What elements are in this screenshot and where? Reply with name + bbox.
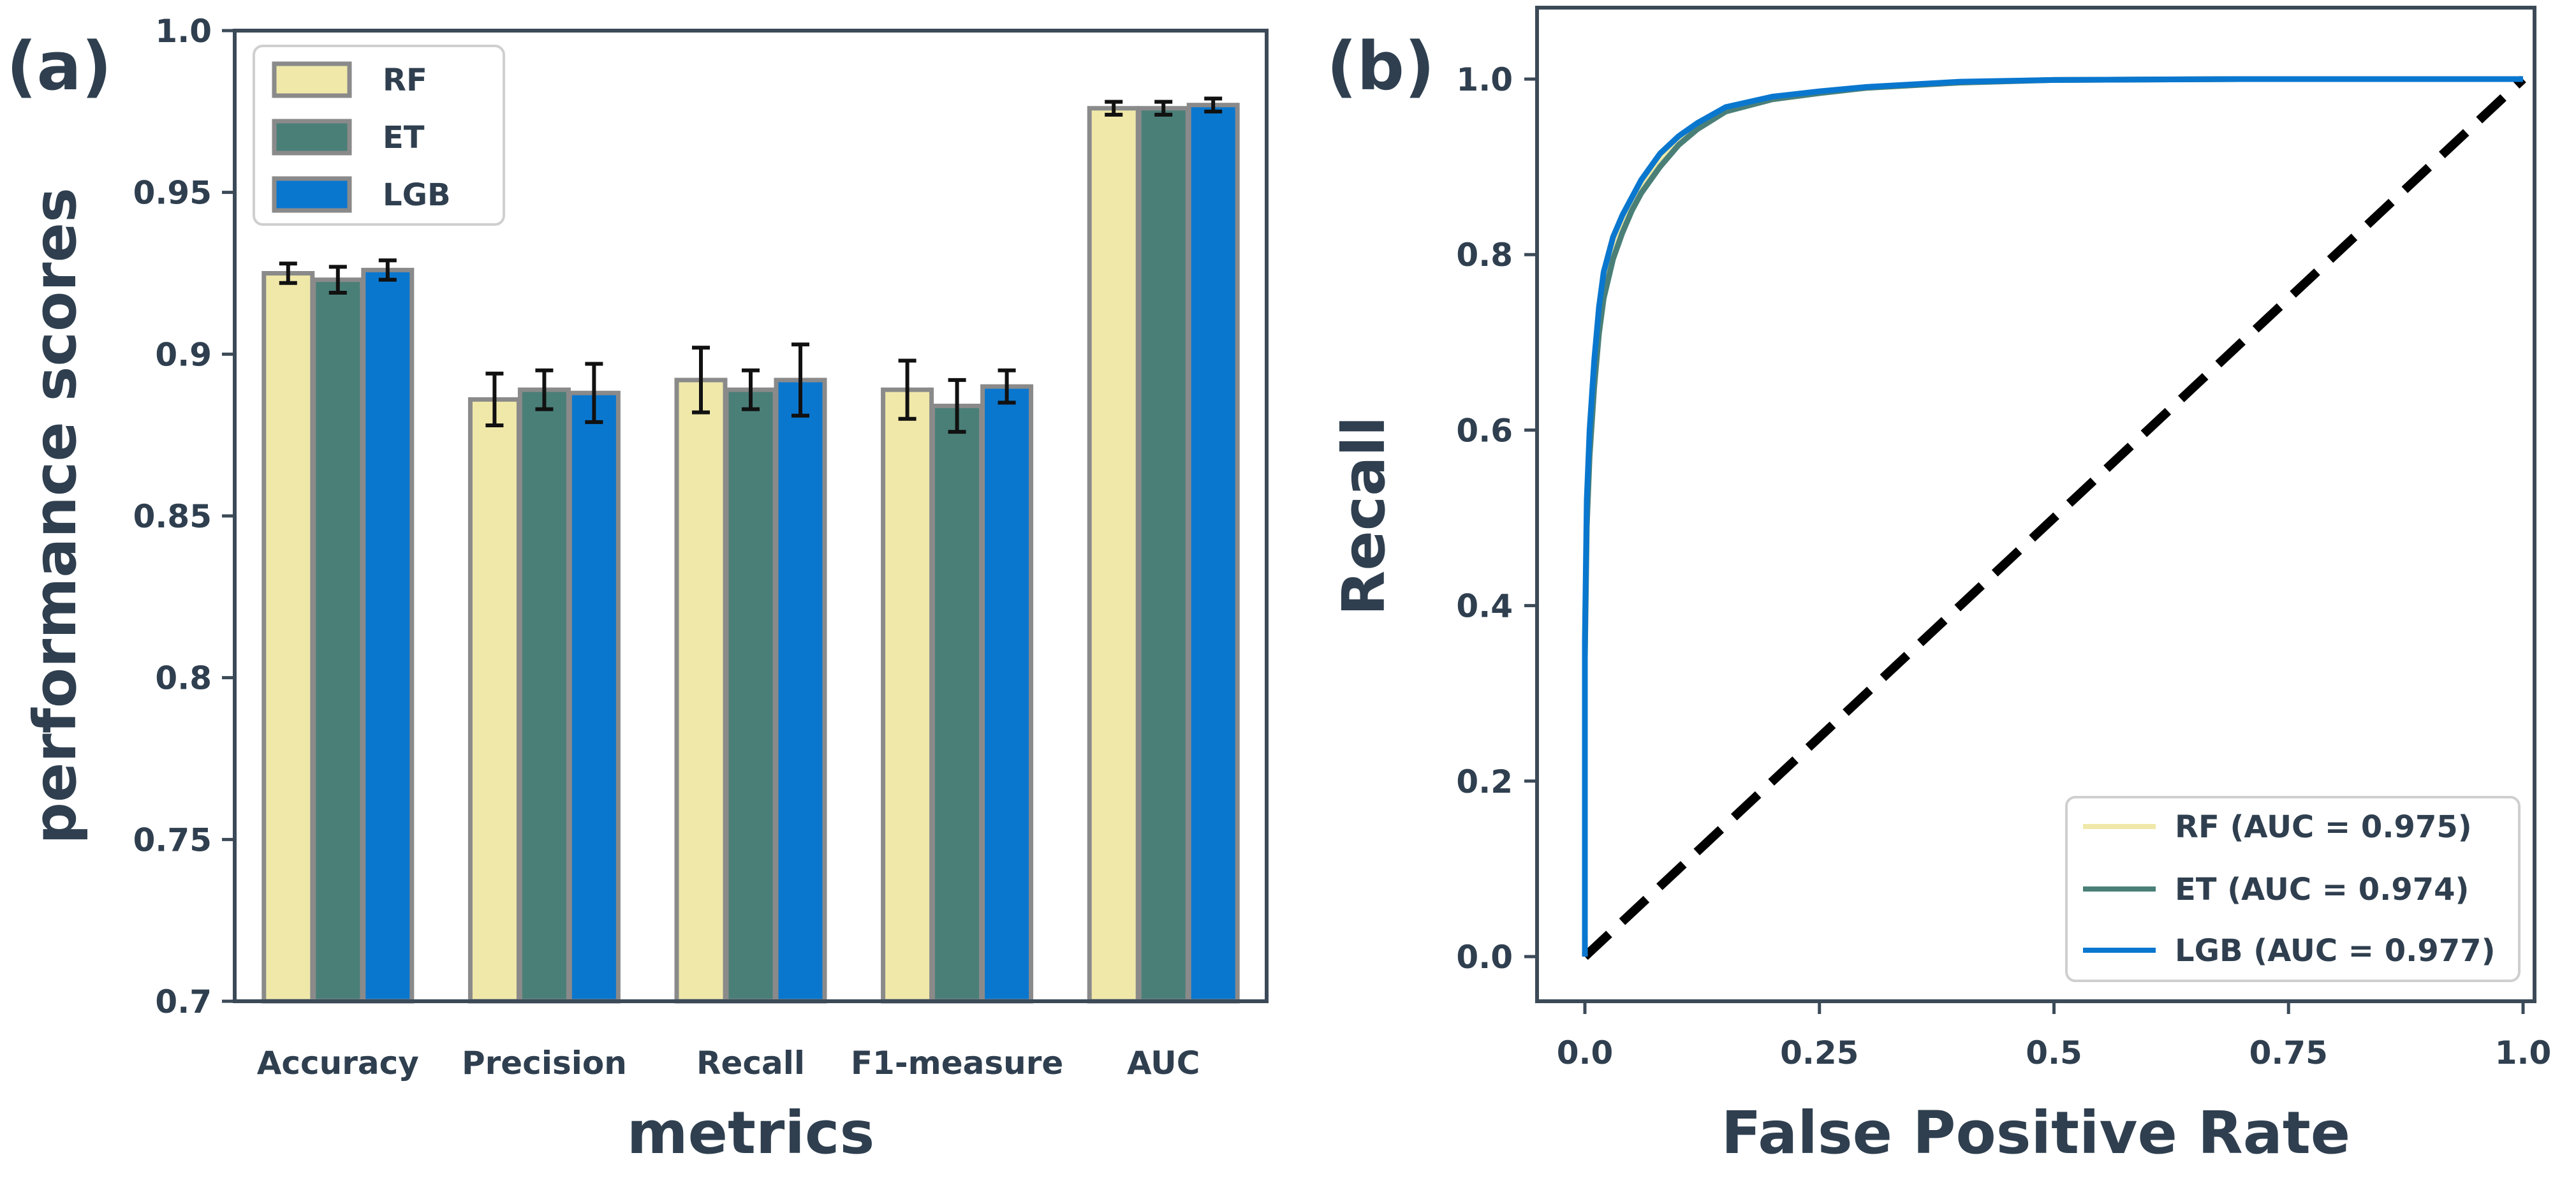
bar-lgb-f1-measure xyxy=(980,384,1034,1004)
bar-lgb-precision xyxy=(567,390,621,1004)
panel-b-letter: (b) xyxy=(1327,27,1435,105)
legend-swatch-lgb xyxy=(272,176,352,213)
legend-label-et: ET (AUC = 0.974) xyxy=(2175,872,2469,907)
x-tick-label: 1.0 xyxy=(2495,1034,2552,1071)
bar-rf-precision xyxy=(467,397,521,1004)
y-tick-label: 0.9 xyxy=(155,336,212,373)
roc-curve-group xyxy=(1582,76,2523,957)
x-tick-label: F1-measure xyxy=(851,1045,1063,1082)
bar-series-group xyxy=(261,103,1240,1004)
bar-rf-recall xyxy=(674,378,728,1004)
x-tick-label: 0.0 xyxy=(1557,1034,1614,1071)
y-tick-label: 1.0 xyxy=(1456,61,1513,98)
bar-et-precision xyxy=(517,387,571,1004)
x-tick-label: 0.25 xyxy=(1780,1034,1858,1071)
bar-et-accuracy xyxy=(311,277,365,1004)
diagonal-reference-line xyxy=(1582,75,2526,960)
y-tick-label: 1.0 xyxy=(155,13,212,50)
panel-a-x-ticks: Accuracy Precision Recall F1-measure AUC xyxy=(257,1045,1200,1082)
bar-lgb-recall xyxy=(774,378,827,1004)
y-tick-label: 0.8 xyxy=(1456,237,1513,274)
legend-label-et: ET xyxy=(383,120,425,156)
x-tick-label: Precision xyxy=(462,1045,627,1082)
bar-et-recall xyxy=(724,387,777,1004)
panel-b-axes-frame xyxy=(1535,6,2536,1003)
x-tick-label: AUC xyxy=(1127,1045,1200,1082)
bar-rf-auc xyxy=(1087,106,1140,1004)
roc-curve-lgb xyxy=(1582,76,2523,957)
bar-lgb-auc xyxy=(1186,103,1240,1004)
legend-swatch-rf xyxy=(272,61,352,98)
x-tick-label: Accuracy xyxy=(257,1045,419,1082)
legend-swatch-et xyxy=(272,119,352,156)
panel-a-bar-chart: (a) 1.0 0.95 0.9 0.85 0.8 0.75 0.7 Accuracy Pre… xyxy=(6,13,1269,1167)
chance-diagonal-line xyxy=(1582,75,2526,960)
bar-et-f1-measure xyxy=(931,404,984,1004)
legend-label-lgb: LGB (AUC = 0.977) xyxy=(2175,933,2496,969)
y-tick-label: 0.85 xyxy=(133,498,212,535)
legend-box xyxy=(2065,796,2521,982)
y-tick-label: 0.95 xyxy=(133,175,212,212)
panel-a-x-axis-label: metrics xyxy=(627,1099,874,1167)
panel-b-roc-chart: (b) 0.0 0.2 0.4 0.6 0.8 1.0 0.0 0.25 0.5 0.75 1.0… xyxy=(1327,6,2552,1167)
panel-b-y-axis-label: Recall xyxy=(1330,416,1398,616)
x-tick-label: Recall xyxy=(696,1045,805,1082)
bar-rf-accuracy xyxy=(261,271,315,1004)
panel-a-legend: RF ET LGB xyxy=(253,45,505,226)
bar-et-auc xyxy=(1137,106,1190,1004)
bar-lgb-accuracy xyxy=(361,267,415,1004)
y-tick-label: 0.6 xyxy=(1456,412,1513,449)
panel-b-x-ticks: 0.0 0.25 0.5 0.75 1.0 xyxy=(1557,1001,2552,1071)
y-tick-label: 0.75 xyxy=(133,821,212,858)
legend-label-rf: RF (AUC = 0.975) xyxy=(2175,809,2472,845)
error-bar-group xyxy=(279,96,1223,434)
y-tick-label: 0.2 xyxy=(1456,763,1513,800)
panel-a-y-axis-label: performance scores xyxy=(21,187,89,844)
bar-rf-f1-measure xyxy=(881,387,934,1004)
panel-b-x-axis-label: False Positive Rate xyxy=(1721,1099,2350,1167)
legend-label-lgb: LGB xyxy=(383,177,451,213)
panel-a-letter: (a) xyxy=(6,27,112,105)
panel-b-legend: RF (AUC = 0.975) ET (AUC = 0.974) LGB (A… xyxy=(2065,796,2521,982)
y-tick-label: 0.8 xyxy=(155,660,212,697)
x-tick-label: 0.75 xyxy=(2249,1034,2328,1071)
y-tick-label: 0.4 xyxy=(1456,588,1513,625)
y-tick-label: 0.7 xyxy=(155,983,212,1020)
y-tick-label: 0.0 xyxy=(1456,939,1513,976)
panel-b-y-ticks: 0.0 0.2 0.4 0.6 0.8 1.0 xyxy=(1456,61,1537,976)
panel-a-y-ticks: 1.0 0.95 0.9 0.85 0.8 0.75 0.7 xyxy=(133,13,235,1020)
legend-label-rf: RF xyxy=(383,62,427,98)
x-tick-label: 0.5 xyxy=(2026,1034,2082,1071)
